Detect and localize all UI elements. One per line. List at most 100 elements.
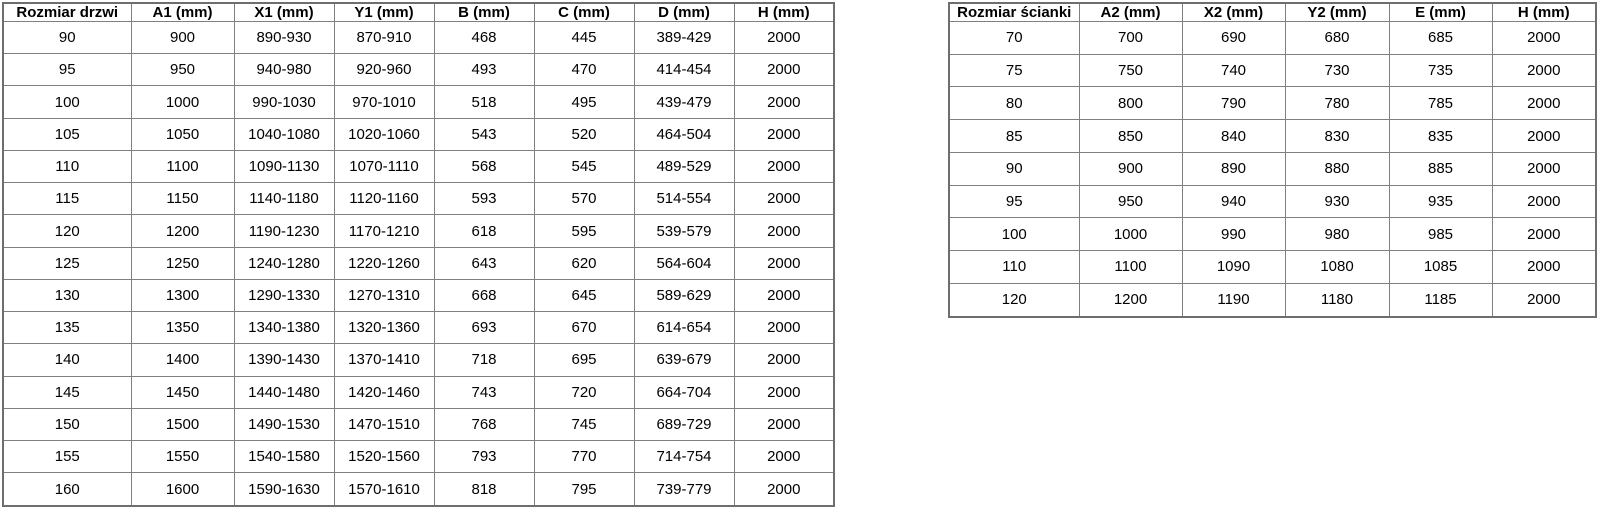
table-cell: 2000 xyxy=(1491,119,1597,153)
table-cell: 745 xyxy=(533,407,635,442)
table-cell: 740 xyxy=(1181,53,1286,88)
table-cell: 1290-1330 xyxy=(233,278,335,313)
table-cell: 95 xyxy=(2,53,132,87)
table-row: 130 1300 1290-1330 1270-1310 668 645 589-629 20… xyxy=(2,278,835,313)
table-cell: 718 xyxy=(433,343,535,377)
table-cell: 520 xyxy=(533,117,635,151)
table-cell: 743 xyxy=(433,375,535,409)
table-cell: 2000 xyxy=(733,117,835,151)
table-cell: 1000 xyxy=(130,85,235,119)
table-cell: 110 xyxy=(2,149,132,184)
header-cell: Y1 (mm) xyxy=(333,2,435,22)
table-cell: 685 xyxy=(1388,21,1493,55)
header-cell: B (mm) xyxy=(433,2,535,22)
table-cell: 1250 xyxy=(130,246,235,280)
table-cell: 818 xyxy=(433,472,535,507)
table-cell: 1270-1310 xyxy=(333,278,435,313)
table-cell: 75 xyxy=(948,53,1080,88)
table-row: 95 950 940 930 935 2000 xyxy=(948,184,1597,219)
table-row: 105 1050 1040-1080 1020-1060 543 520 464-504 20… xyxy=(2,117,835,151)
table-cell: 980 xyxy=(1284,217,1390,252)
table-cell: 664-704 xyxy=(633,375,735,409)
table-cell: 1490-1530 xyxy=(233,407,335,442)
table-cell: 2000 xyxy=(733,375,835,409)
table-cell: 70 xyxy=(948,21,1080,55)
table-cell: 1370-1410 xyxy=(333,343,435,377)
table-cell: 445 xyxy=(533,20,635,55)
table-cell: 90 xyxy=(948,151,1080,186)
table-cell: 85 xyxy=(948,119,1080,153)
table-cell: 1085 xyxy=(1388,250,1493,284)
table-cell: 739-779 xyxy=(633,472,735,507)
table-cell: 689-729 xyxy=(633,407,735,442)
table-cell: 2000 xyxy=(733,440,835,474)
table-cell: 885 xyxy=(1388,151,1493,186)
table-cell: 880 xyxy=(1284,151,1390,186)
table-cell: 90 xyxy=(2,20,132,55)
table-cell: 389-429 xyxy=(633,20,735,55)
table-cell: 1520-1560 xyxy=(333,440,435,474)
table-cell: 2000 xyxy=(1491,250,1597,284)
header-cell: A1 (mm) xyxy=(130,2,235,22)
table-cell: 2000 xyxy=(733,343,835,377)
table-cell: 695 xyxy=(533,343,635,377)
header-cell: H (mm) xyxy=(1491,2,1597,22)
table-cell: 1420-1460 xyxy=(333,375,435,409)
table-cell: 900 xyxy=(130,20,235,55)
header-cell: Rozmiar ścianki xyxy=(948,2,1080,22)
table-row: 70 700 690 680 685 2000 xyxy=(948,21,1597,55)
table-cell: 1470-1510 xyxy=(333,407,435,442)
table-row: 140 1400 1390-1430 1370-1410 718 695 639-679 20… xyxy=(2,343,835,377)
table-row: 120 1200 1190-1230 1170-1210 618 595 539-579 20… xyxy=(2,214,835,248)
table-cell: 614-654 xyxy=(633,311,735,345)
header-cell: X2 (mm) xyxy=(1181,2,1286,22)
wall-table-header: Rozmiar ścianki A2 (mm) X2 (mm) Y2 (mm) E (m… xyxy=(948,2,1597,22)
header-row: Rozmiar drzwi A1 (mm) X1 (mm) Y1 (mm) B (mm)… xyxy=(2,2,835,22)
table-cell: 793 xyxy=(433,440,535,474)
table-cell: 1090 xyxy=(1181,250,1286,284)
table-cell: 670 xyxy=(533,311,635,345)
table-cell: 2000 xyxy=(733,20,835,55)
table-row: 150 1500 1490-1530 1470-1510 768 745 689-729 20… xyxy=(2,407,835,442)
table-cell: 1140-1180 xyxy=(233,182,335,216)
table-cell: 130 xyxy=(2,278,132,313)
table-cell: 160 xyxy=(2,472,132,507)
table-cell: 700 xyxy=(1078,21,1183,55)
table-cell: 780 xyxy=(1284,86,1390,121)
table-cell: 735 xyxy=(1388,53,1493,88)
table-cell: 930 xyxy=(1284,184,1390,219)
table-cell: 1450 xyxy=(130,375,235,409)
door-size-table: Rozmiar drzwi A1 (mm) X1 (mm) Y1 (mm) B (mm)… xyxy=(2,2,835,507)
header-cell: C (mm) xyxy=(533,2,635,22)
table-cell: 768 xyxy=(433,407,535,442)
table-cell: 1600 xyxy=(130,472,235,507)
table-cell: 1300 xyxy=(130,278,235,313)
table-cell: 795 xyxy=(533,472,635,507)
table-cell: 970-1010 xyxy=(333,85,435,119)
table-cell: 2000 xyxy=(1491,217,1597,252)
table-cell: 414-454 xyxy=(633,53,735,87)
table-cell: 1100 xyxy=(130,149,235,184)
table-row: 145 1450 1440-1480 1420-1460 743 720 664-704 20… xyxy=(2,375,835,409)
table-cell: 140 xyxy=(2,343,132,377)
table-cell: 1185 xyxy=(1388,282,1493,318)
table-cell: 135 xyxy=(2,311,132,345)
table-cell: 1570-1610 xyxy=(333,472,435,507)
table-row: 110 1100 1090-1130 1070-1110 568 545 489-529 20… xyxy=(2,149,835,184)
table-cell: 714-754 xyxy=(633,440,735,474)
table-cell: 150 xyxy=(2,407,132,442)
table-cell: 1120-1160 xyxy=(333,182,435,216)
table-cell: 920-960 xyxy=(333,53,435,87)
table-row: 90 900 890-930 870-910 468 445 389-429 2000 xyxy=(2,20,835,55)
table-cell: 680 xyxy=(1284,21,1390,55)
table-cell: 100 xyxy=(948,217,1080,252)
header-cell: D (mm) xyxy=(633,2,735,22)
table-cell: 2000 xyxy=(1491,151,1597,186)
table-cell: 1020-1060 xyxy=(333,117,435,151)
table-cell: 593 xyxy=(433,182,535,216)
table-cell: 940-980 xyxy=(233,53,335,87)
table-cell: 1200 xyxy=(130,214,235,248)
table-cell: 2000 xyxy=(733,407,835,442)
table-cell: 1590-1630 xyxy=(233,472,335,507)
